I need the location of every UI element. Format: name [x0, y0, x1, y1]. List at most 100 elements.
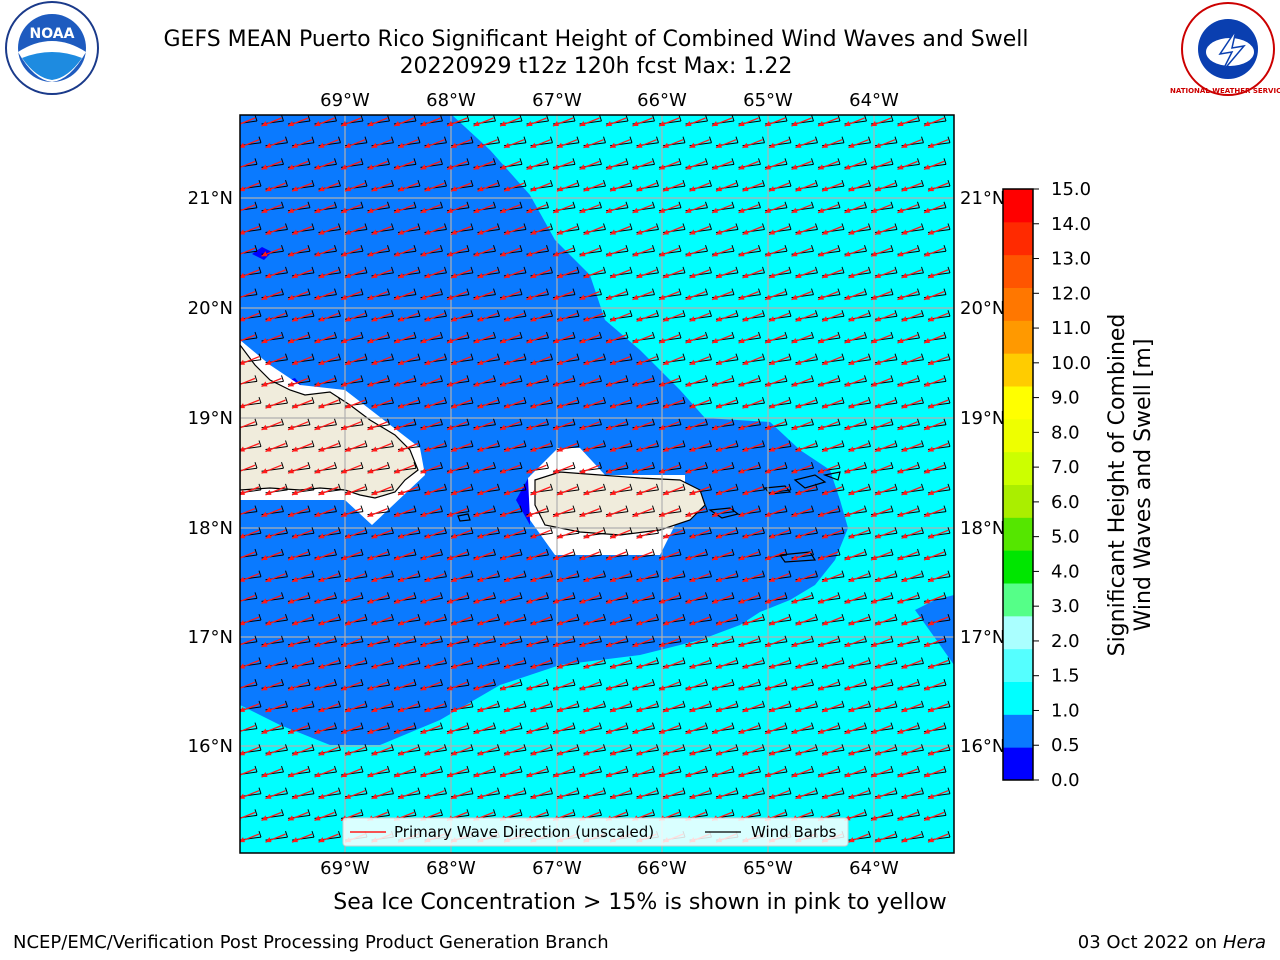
wind-barb-tick: [360, 462, 364, 469]
wind-barb-tick: [440, 462, 443, 469]
wave-arrow-head: [314, 685, 321, 691]
wave-arrow-head: [292, 620, 298, 626]
wave-arrow-head: [875, 272, 881, 278]
wave-arrow-head: [610, 446, 616, 452]
wind-barb-tick: [360, 505, 364, 512]
wave-arrow-head: [420, 555, 427, 560]
wave-arrow-head: [473, 685, 480, 691]
wind-barb-tick: [943, 375, 947, 382]
wave-arrow-head: [659, 685, 665, 691]
wave-arrow-head: [451, 316, 457, 322]
wave-arrow-head: [394, 381, 400, 387]
wave-arrow-head: [769, 316, 775, 322]
wave-arrow-head: [795, 533, 802, 539]
wind-barb-tick: [943, 505, 947, 512]
wave-arrow-head: [288, 598, 294, 604]
wind-barb: [240, 337, 258, 341]
wave-arrow-head: [901, 229, 908, 235]
wind-barb-tick: [307, 245, 311, 252]
wind-barb-tick: [417, 613, 421, 621]
wave-arrow-head: [632, 207, 639, 213]
wind-barb-tick: [841, 570, 845, 577]
wind-barb-tick: [735, 223, 739, 230]
wind-barb-tick: [864, 201, 867, 208]
wave-arrow-head: [526, 685, 533, 691]
wave-arrow-head: [341, 338, 347, 343]
wave-arrow-head: [875, 750, 881, 756]
wave-arrow-head: [636, 489, 643, 495]
wind-barb-tick: [413, 158, 417, 165]
wind-barb-tick: [466, 548, 470, 556]
wave-arrow-head: [685, 207, 692, 213]
wave-arrow-head: [447, 555, 453, 560]
wave-arrow-head: [818, 207, 824, 213]
wind-barb-tick: [678, 158, 682, 165]
wind-barb-tick: [758, 635, 761, 642]
wave-arrow-head: [261, 338, 268, 343]
lat-label-left: 17°N: [188, 627, 233, 648]
wind-barb-tick: [285, 440, 288, 447]
wave-arrow-head: [818, 424, 824, 430]
colorbar-tick-label: 3.0: [1051, 596, 1080, 617]
wave-arrow-head: [663, 403, 669, 409]
wind-barb-tick: [894, 657, 898, 664]
wind-barb-tick: [307, 115, 311, 122]
wave-arrow-head: [424, 403, 431, 409]
wind-barb-tick: [523, 527, 527, 534]
wind-barb-tick: [921, 353, 924, 360]
wind-barb-tick: [947, 527, 951, 534]
wave-arrow-head: [663, 359, 669, 365]
wind-barb-tick: [917, 158, 920, 165]
wave-arrow-head: [341, 294, 347, 300]
wind-barb-tick: [413, 548, 417, 556]
wind-barb-tick: [762, 787, 765, 794]
wind-barb-tick: [258, 570, 262, 577]
wave-arrow: [240, 594, 256, 603]
wind-barb-tick: [258, 353, 262, 360]
wave-arrow-head: [818, 338, 824, 343]
wave-arrow-head: [341, 164, 347, 170]
wind-barb-tick: [841, 440, 845, 447]
wind-barb-tick: [413, 331, 417, 339]
wave-arrow-head: [795, 663, 802, 669]
wave-arrow-head: [924, 555, 930, 560]
colorbar-frame: [1002, 188, 1034, 781]
wave-arrow-head: [689, 446, 696, 452]
wave-arrow-head: [240, 272, 245, 278]
colorbar-segment: [1003, 287, 1033, 321]
wind-barb-tick: [652, 635, 655, 642]
wave-arrow-head: [579, 121, 586, 126]
wave-arrow-head: [367, 164, 374, 170]
wave-arrow-head: [875, 186, 881, 192]
wind-barb: [240, 163, 258, 168]
wind-barb-tick: [576, 613, 580, 621]
wave-arrow-head: [526, 207, 533, 213]
wave-arrow-head: [636, 750, 643, 756]
wave-arrow-head: [261, 121, 268, 126]
wave-arrow-head: [526, 511, 533, 517]
wind-barb-tick: [837, 201, 841, 208]
wind-barb-tick: [493, 505, 496, 512]
wind-barb-tick: [440, 679, 443, 686]
wave-arrow-head: [822, 706, 828, 712]
wind-barb-tick: [307, 418, 311, 425]
wind-barb-tick: [894, 787, 898, 794]
wave-arrow-head: [663, 316, 669, 322]
wind-barb-tick: [311, 657, 315, 664]
wind-barb-tick: [546, 679, 549, 686]
wind-barb-tick: [735, 483, 739, 491]
wave-arrow-head: [318, 663, 325, 669]
wave-arrow-head: [261, 207, 268, 213]
wind-barb-tick: [682, 223, 686, 230]
wind-barb-tick: [572, 331, 576, 339]
wind-barb-tick: [735, 396, 739, 404]
wave-arrow-head: [367, 511, 374, 517]
wind-barb-tick: [758, 679, 761, 686]
wave-arrow-head: [765, 598, 771, 604]
wind-barb-tick: [523, 223, 527, 230]
wind-barb-tick: [466, 201, 470, 208]
wave-arrow-head: [447, 424, 453, 430]
wave-arrow-head: [871, 294, 877, 300]
wind-barb-tick: [497, 787, 500, 794]
wave-arrow-head: [901, 706, 908, 712]
